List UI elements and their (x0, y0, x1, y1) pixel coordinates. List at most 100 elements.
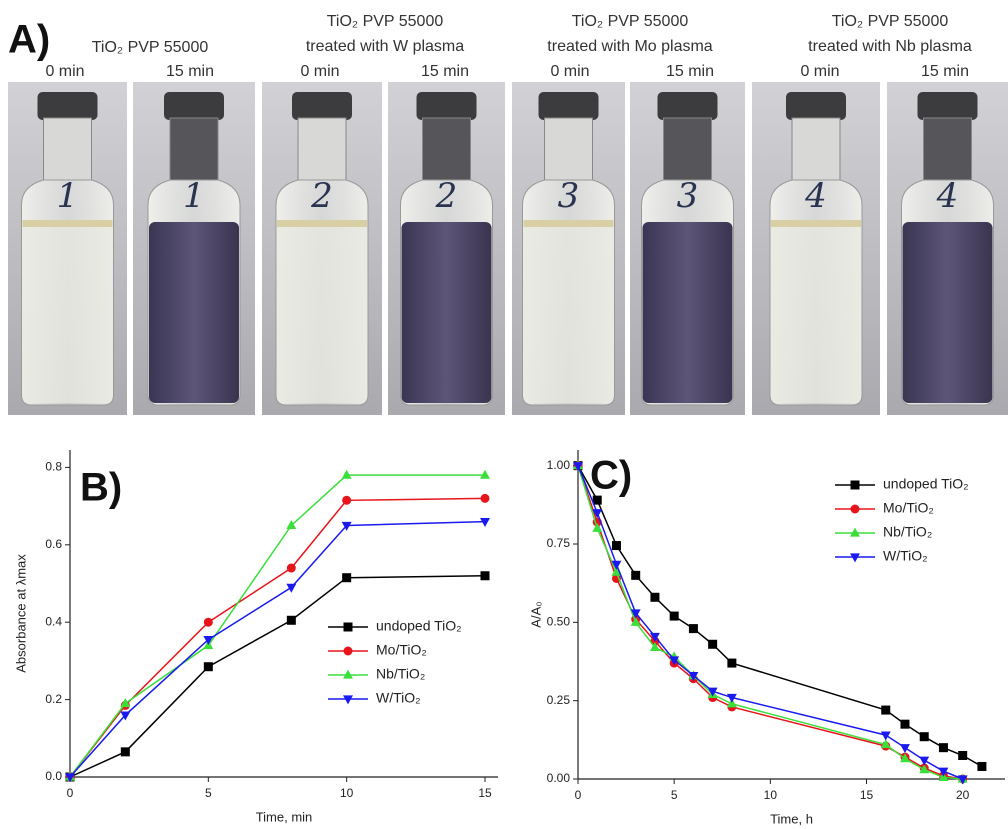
marker (688, 672, 699, 681)
vial-neck (544, 117, 593, 181)
marker (958, 751, 968, 760)
marker (727, 658, 737, 668)
y-tick-label: 0.4 (45, 614, 62, 628)
meniscus (22, 220, 113, 227)
y-tick-label: 0.00 (547, 771, 571, 785)
legend-label: Nb/TiO₂ (883, 524, 932, 540)
series-line (69, 520, 486, 778)
marker (343, 695, 353, 705)
y-tick-label: 0.0 (45, 769, 62, 783)
marker (480, 493, 490, 503)
marker (919, 764, 930, 774)
marker (286, 520, 297, 530)
vial-cap (37, 92, 98, 120)
marker (592, 522, 603, 532)
y-axis-label: A/A₀ (528, 601, 543, 627)
marker (342, 495, 352, 505)
legend-label: undoped TiO₂ (376, 618, 462, 634)
x-tick-label: 0 (575, 788, 582, 802)
marker (203, 636, 214, 646)
legend-label: Mo/TiO₂ (376, 642, 427, 658)
vial-number: 4 (936, 176, 959, 216)
marker (65, 773, 75, 783)
vial-cap (416, 92, 477, 120)
x-tick-label: 15 (478, 786, 492, 800)
marker (120, 711, 131, 721)
x-tick-label: 5 (205, 786, 212, 800)
vial-number: 1 (183, 176, 205, 216)
marker (341, 469, 352, 479)
y-tick-label: 0.6 (45, 537, 62, 551)
marker (669, 656, 680, 666)
marker (480, 469, 490, 479)
vial-number: 2 (435, 176, 458, 216)
legend-label: Mo/TiO₂ (883, 500, 934, 516)
time-label: 15 min (921, 63, 969, 80)
liquid (22, 222, 113, 403)
liquid (523, 222, 614, 403)
legend-label: Nb/TiO₂ (376, 666, 425, 682)
legend-label: W/TiO₂ (376, 690, 421, 706)
marker (630, 609, 641, 619)
marker (881, 705, 891, 715)
vial-neck (663, 117, 712, 181)
marker (343, 669, 353, 679)
time-label: 0 min (300, 63, 339, 80)
liquid (277, 222, 367, 403)
group-title: TiO₂ PVP 55000 (327, 13, 444, 30)
marker (573, 462, 583, 472)
vial-cap (538, 92, 599, 120)
vial-number: 3 (558, 176, 580, 216)
x-axis-label: Time, min (256, 809, 313, 824)
liquid (902, 222, 993, 403)
marker (850, 480, 860, 490)
marker (342, 573, 352, 583)
marker (850, 504, 860, 514)
marker (120, 747, 130, 757)
y-tick-label: 0.75 (547, 536, 571, 550)
y-tick-label: 0.2 (45, 692, 62, 706)
x-tick-label: 10 (340, 786, 354, 800)
meniscus (277, 220, 367, 227)
marker (286, 583, 297, 593)
marker (611, 566, 622, 576)
legend-label: W/TiO₂ (883, 548, 928, 564)
y-tick-label: 0.25 (547, 693, 571, 707)
marker (880, 739, 891, 749)
liquid (642, 222, 733, 403)
group-title: TiO₂ PVP 55000 (92, 39, 209, 56)
vial-cap (657, 92, 718, 120)
marker (592, 495, 602, 505)
vial-neck (791, 117, 841, 181)
x-tick-label: 0 (67, 786, 74, 800)
marker (900, 744, 910, 754)
marker (343, 646, 353, 656)
marker (650, 592, 660, 602)
marker (343, 622, 353, 632)
group-title: treated with Mo plasma (547, 38, 713, 55)
marker (919, 732, 929, 742)
meniscus (523, 220, 614, 227)
series-line (69, 575, 486, 778)
vial-neck (169, 117, 219, 181)
x-tick-label: 10 (764, 788, 778, 802)
legend-label: undoped TiO₂ (883, 476, 969, 492)
vial-cap (917, 92, 978, 120)
marker (341, 521, 352, 531)
time-label: 0 min (550, 63, 589, 80)
marker (630, 616, 641, 626)
marker (707, 687, 718, 697)
liquid (771, 222, 861, 403)
marker (900, 753, 910, 763)
y-tick-label: 0.8 (45, 460, 62, 474)
vial-neck (297, 117, 347, 181)
marker (611, 541, 621, 551)
marker (900, 719, 910, 729)
marker (649, 632, 660, 642)
marker (708, 639, 718, 649)
marker (203, 617, 213, 627)
vial-cap (164, 92, 224, 120)
marker (286, 615, 296, 625)
marker (631, 570, 641, 580)
